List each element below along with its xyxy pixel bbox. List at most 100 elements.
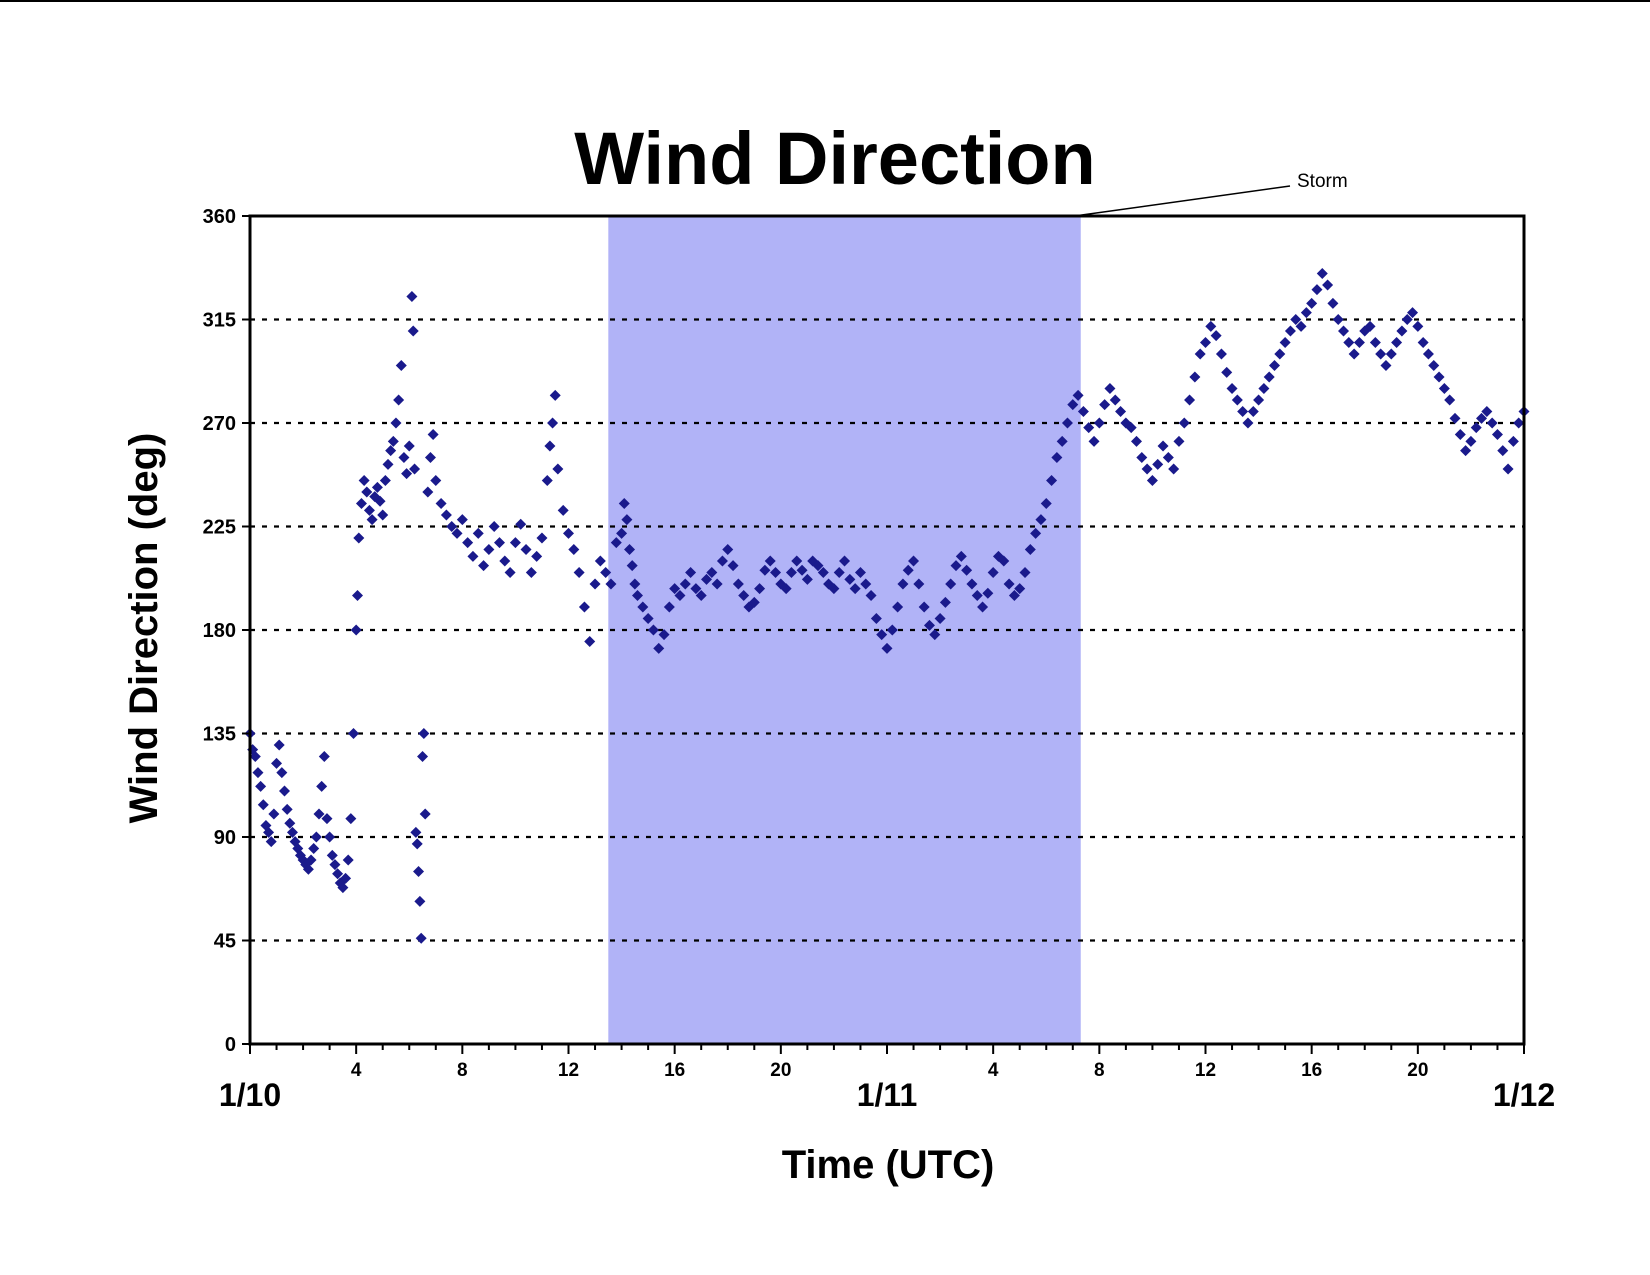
data-point [1369, 337, 1381, 348]
data-point [658, 629, 670, 641]
data-point [653, 642, 665, 654]
data-point [610, 537, 622, 549]
data-point [1210, 330, 1222, 342]
data-point [1221, 366, 1233, 378]
data-point [1200, 337, 1211, 348]
data-point [1237, 406, 1249, 417]
scatter-points [244, 268, 1530, 944]
data-point [544, 440, 556, 452]
data-point [1438, 383, 1450, 394]
data-point [759, 564, 771, 576]
data-point [406, 291, 418, 302]
data-point [833, 567, 845, 578]
data-point [557, 504, 569, 516]
data-point [393, 394, 405, 406]
data-point [764, 555, 776, 567]
data-point [663, 601, 675, 613]
data-point [1109, 394, 1121, 406]
data-point [1300, 307, 1312, 319]
data-point [892, 601, 904, 613]
data-point [424, 452, 436, 463]
data-point [923, 619, 935, 631]
data-point [886, 624, 898, 636]
data-point [1348, 348, 1360, 360]
data-point [387, 435, 399, 447]
top-border-rule [0, 0, 1650, 2]
data-point [1056, 435, 1068, 447]
data-point [332, 868, 344, 880]
data-point [780, 583, 792, 595]
data-point [1412, 320, 1424, 332]
data-point [690, 583, 702, 595]
data-point [621, 514, 633, 526]
data-point [738, 590, 750, 601]
data-point [584, 636, 596, 647]
data-point [366, 514, 378, 526]
data-point [1449, 412, 1461, 424]
data-point [284, 817, 296, 829]
data-point [1316, 268, 1328, 279]
data-point [955, 550, 967, 562]
data-point [340, 872, 352, 884]
data-point [552, 463, 564, 475]
data-point [265, 836, 277, 848]
data-point [849, 583, 861, 595]
data-point [361, 486, 373, 498]
data-point [578, 601, 590, 613]
data-point [1322, 279, 1334, 291]
data-point [701, 573, 713, 585]
data-point [801, 573, 813, 585]
data-point [310, 831, 322, 843]
data-point [348, 728, 360, 739]
data-point [605, 578, 617, 590]
data-point [1088, 435, 1100, 447]
y-tick-label-0: 0 [225, 1034, 236, 1056]
data-point [568, 544, 580, 555]
data-point [385, 445, 397, 457]
data-point [1168, 463, 1180, 475]
x-tick-label: 12 [1195, 1060, 1216, 1081]
chart-title: Wind Direction [574, 117, 1095, 200]
data-point [316, 780, 328, 792]
data-point [727, 560, 739, 572]
data-point [422, 486, 434, 498]
data-point [748, 596, 760, 608]
x-date-label: 1/10 [219, 1077, 281, 1113]
x-tick-label: 20 [770, 1060, 791, 1081]
data-point [1476, 412, 1488, 424]
data-point [374, 495, 386, 507]
data-point [1428, 360, 1440, 371]
data-point [281, 803, 293, 815]
storm-annotation-label: Storm [1297, 171, 1348, 192]
data-point [770, 567, 782, 578]
y-tick-label-90: 90 [214, 827, 236, 849]
data-point [478, 560, 490, 572]
data-point [711, 578, 723, 590]
y-tick-label-45: 45 [214, 931, 236, 953]
data-point [326, 849, 338, 861]
data-point [462, 537, 474, 549]
data-point [594, 555, 606, 567]
data-point [371, 481, 383, 493]
data-point [1115, 406, 1127, 417]
data-point [541, 475, 553, 486]
data-point [1146, 475, 1158, 486]
data-point [1407, 307, 1419, 319]
data-point [839, 555, 851, 567]
data-point [722, 544, 734, 555]
data-point [1215, 348, 1227, 360]
data-point [754, 583, 766, 595]
data-point [1003, 578, 1015, 590]
data-point [791, 555, 803, 567]
data-point [1470, 422, 1482, 434]
data-point [860, 578, 872, 590]
data-point [1093, 417, 1105, 429]
data-point [987, 567, 999, 578]
data-point [305, 854, 317, 866]
data-point [1189, 371, 1201, 383]
data-point [1077, 406, 1089, 417]
x-tick-label: 16 [664, 1060, 685, 1081]
x-tick-label: 4 [351, 1060, 362, 1081]
data-point [440, 509, 452, 521]
data-point [472, 527, 484, 539]
